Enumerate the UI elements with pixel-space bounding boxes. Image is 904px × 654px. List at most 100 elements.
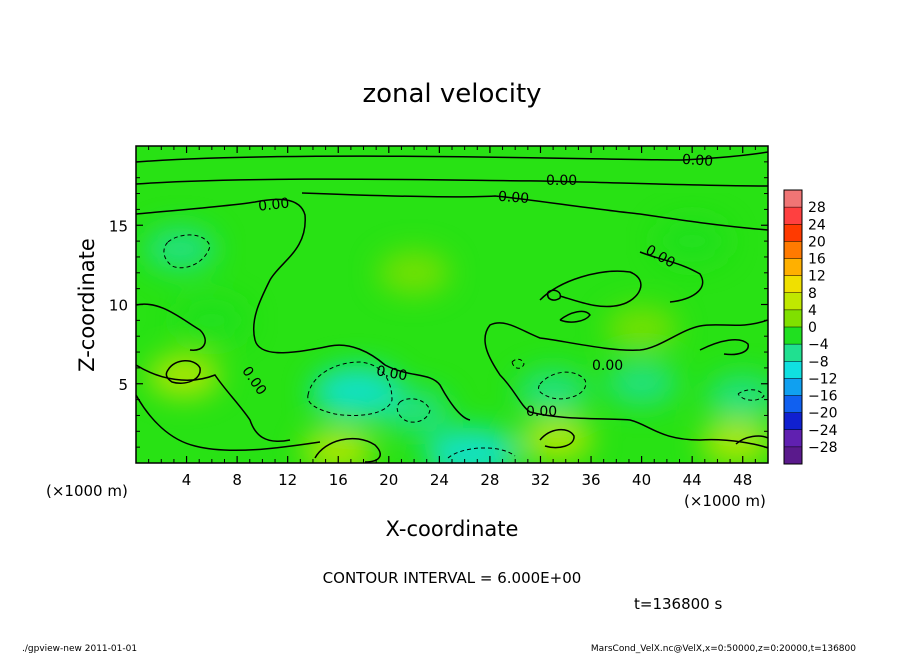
contour-line-negative — [447, 447, 516, 459]
x-tick-label: 36 — [581, 471, 600, 489]
chart-title: zonal velocity — [362, 79, 541, 109]
colorbar-swatch — [784, 207, 802, 225]
colorbar-swatch — [784, 275, 802, 294]
field-layer — [144, 219, 768, 463]
colorbar-swatch — [784, 395, 802, 414]
colorbar-label: −24 — [808, 423, 838, 439]
field-region — [148, 353, 221, 398]
x-tick-label: 24 — [430, 471, 449, 489]
colorbar-label: −12 — [808, 371, 838, 387]
contour-interval-text: CONTOUR INTERVAL = 6.000E+00 — [323, 569, 582, 587]
plot-area: 0.00 0.00 0.00 0.00 0.00 0.00 0.00 0.00 … — [136, 146, 768, 463]
x-tick-label: 32 — [531, 471, 550, 489]
field-region — [378, 388, 451, 433]
contour-label: 0.00 — [681, 152, 713, 170]
contour-line-negative — [737, 389, 765, 401]
colorbar-label: 12 — [808, 269, 826, 285]
x-axis: 4 8 12 16 20 24 28 32 36 40 44 48 — [148, 146, 756, 489]
contour-line-negative — [511, 358, 525, 369]
field-region — [700, 420, 768, 463]
contour-label: 0.00 — [375, 363, 408, 384]
field-region — [302, 428, 375, 463]
colorbar-label: −16 — [808, 389, 838, 405]
contour-label: 0.00 — [546, 173, 577, 189]
colorbar-swatch — [784, 224, 802, 242]
y-tick-label: 5 — [118, 376, 128, 394]
x-tick-label: 4 — [182, 471, 192, 489]
colorbar-label: 24 — [808, 217, 826, 233]
field-region — [520, 417, 593, 462]
contour-label: 0.00 — [497, 189, 529, 207]
y-axis-label: Z-coordinate — [75, 238, 99, 372]
contour-label: 0.00 — [592, 358, 623, 374]
field-region — [706, 374, 768, 419]
contour-line — [699, 338, 749, 356]
colorbar-label: 16 — [808, 252, 826, 268]
colorbar-label: 8 — [808, 286, 817, 302]
x-unit-right: (×1000 m) — [684, 492, 766, 510]
colorbar-swatch — [784, 429, 802, 448]
field-region — [656, 219, 729, 264]
contour-line — [735, 435, 768, 445]
colorbar-swatch — [784, 378, 802, 396]
contour-line — [136, 151, 768, 163]
field-region — [605, 306, 678, 351]
colorbar-label: 4 — [808, 303, 817, 319]
colorbar-label: 20 — [808, 234, 826, 250]
contour-line — [484, 319, 768, 449]
colorbar-label: 0 — [808, 320, 817, 336]
contour-line — [136, 364, 291, 442]
contour-line — [539, 428, 575, 449]
x-unit-left: (×1000 m) — [46, 482, 128, 500]
contour-line — [136, 178, 768, 187]
contour-line — [301, 192, 768, 231]
field-region — [378, 250, 451, 295]
x-tick-label: 12 — [278, 471, 297, 489]
colorbar-label: −8 — [808, 354, 829, 370]
colorbar-label: −4 — [808, 337, 829, 353]
contour-line-negative — [307, 361, 393, 416]
field-region — [144, 227, 217, 272]
colorbar-swatch — [784, 344, 802, 362]
x-tick-label: 8 — [232, 471, 242, 489]
colorbar-swatch — [784, 327, 802, 345]
colorbar-swatch — [784, 258, 802, 277]
x-tick-label: 40 — [632, 471, 651, 489]
footer-right: MarsCond_VelX.nc@VelX,x=0:50000,z=0:2000… — [591, 644, 856, 654]
colorbar-swatch — [784, 241, 802, 259]
contour-line-negative — [396, 398, 431, 423]
x-tick-label: 20 — [379, 471, 398, 489]
x-tick-label: 48 — [733, 471, 752, 489]
time-stamp: t=136800 s — [634, 595, 722, 613]
x-tick-label: 44 — [683, 471, 702, 489]
colorbar-swatch — [784, 412, 802, 431]
x-tick-label: 16 — [329, 471, 348, 489]
y-axis: 5 10 15 — [109, 161, 768, 448]
colorbar-swatch — [784, 190, 802, 208]
colorbar-swatch — [784, 361, 802, 379]
contour-line — [539, 270, 642, 308]
colorbar-label: −28 — [808, 440, 838, 456]
colorbar-label: 28 — [808, 200, 826, 216]
contour-line — [639, 251, 704, 303]
field-region — [424, 427, 517, 463]
contour-line — [559, 310, 591, 323]
footer-left: ./gpview-new 2011-01-01 — [22, 644, 137, 654]
colorbar-swatch — [784, 446, 802, 465]
x-axis-label: X-coordinate — [386, 517, 519, 541]
field-region — [517, 369, 590, 414]
contour-line — [546, 289, 562, 301]
contour-labels: 0.00 0.00 0.00 0.00 0.00 0.00 0.00 0.00 … — [238, 152, 713, 420]
contour-line-negative — [163, 234, 211, 269]
colorbar-swatch — [784, 309, 802, 328]
contour-line-negative — [538, 371, 587, 400]
plot-background — [136, 146, 768, 463]
y-tick-label: 15 — [109, 217, 128, 235]
colorbar-swatch — [784, 292, 802, 311]
contour-line — [165, 360, 201, 384]
field-region — [175, 298, 248, 343]
contour-line — [136, 394, 321, 452]
colorbar-label: −20 — [808, 406, 838, 422]
